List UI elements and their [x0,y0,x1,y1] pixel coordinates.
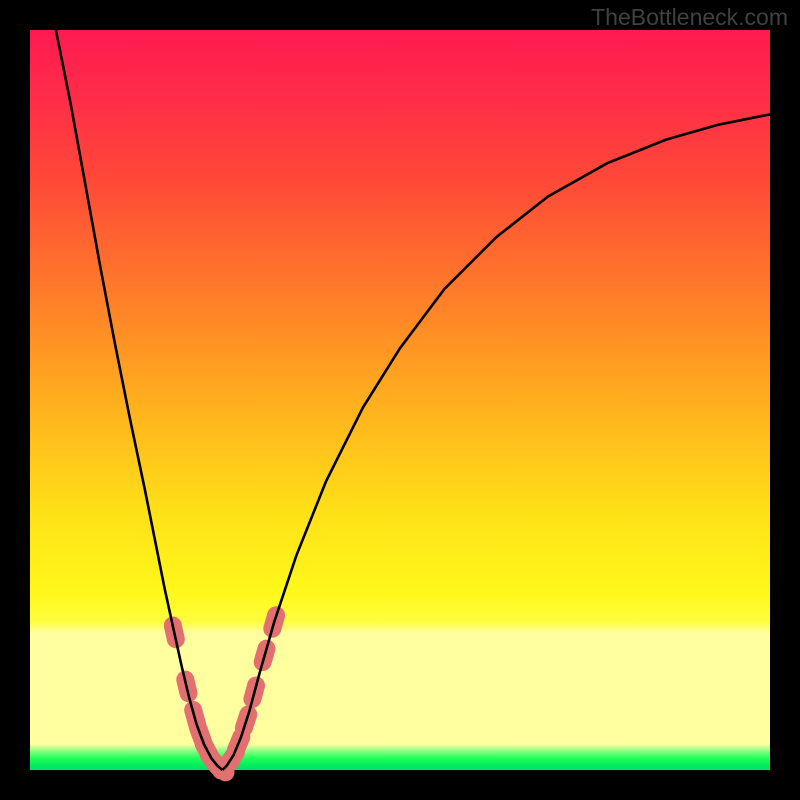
plot-gradient-background [30,30,770,770]
chart-container: TheBottleneck.com [0,0,800,800]
watermark-text: TheBottleneck.com [591,4,788,31]
bottleneck-chart [0,0,800,800]
